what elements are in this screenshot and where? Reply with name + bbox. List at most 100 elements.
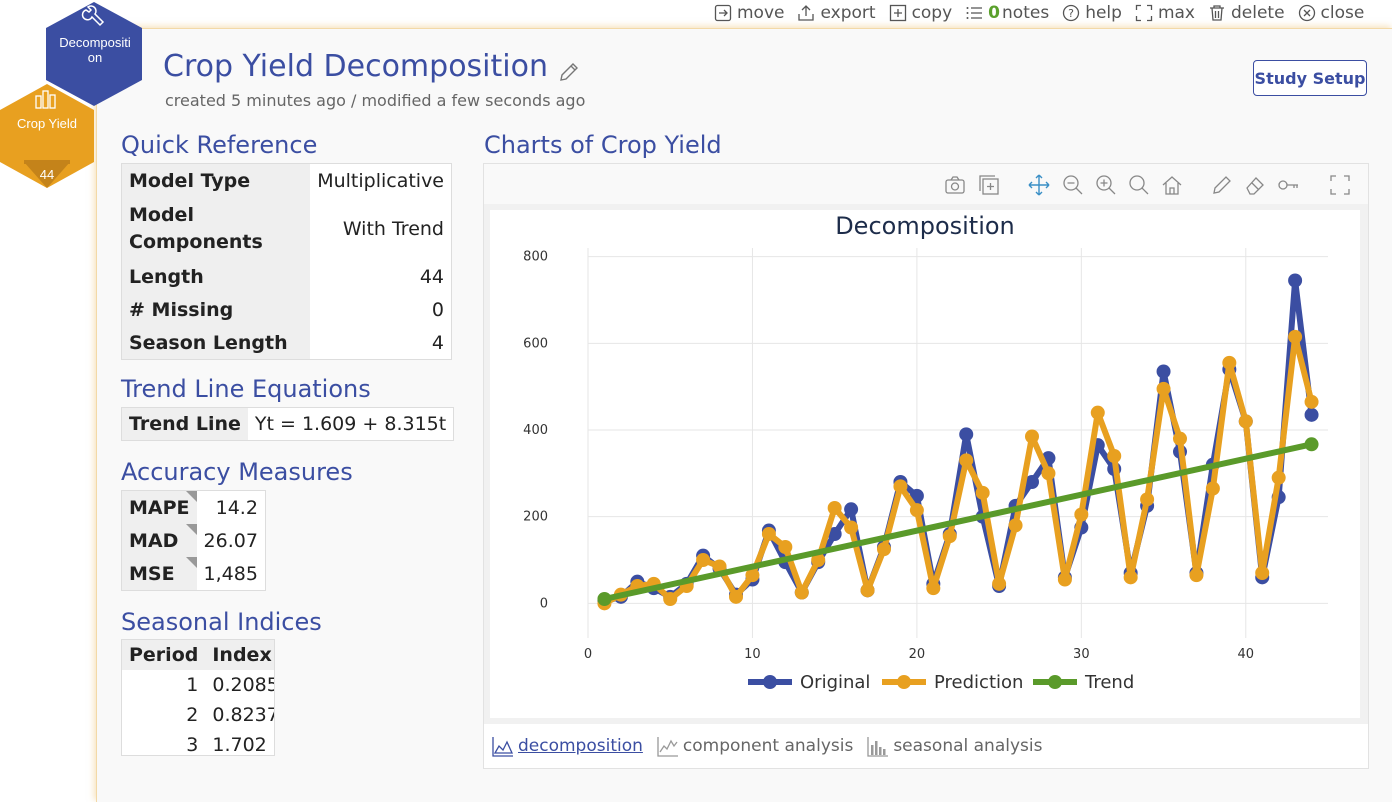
- legend-label: Prediction: [934, 672, 1023, 693]
- zoom-out-icon[interactable]: [1062, 174, 1084, 196]
- tab-decomposition-label: decomposition: [518, 736, 643, 756]
- timestamp-subtitle: created 5 minutes ago / modified a few s…: [165, 91, 586, 110]
- copy-button[interactable]: copy: [889, 3, 952, 23]
- trend-table: Trend Line Yt = 1.609 + 8.315t: [121, 407, 455, 441]
- trash-icon: [1208, 4, 1226, 22]
- wrench-icon: [81, 5, 105, 27]
- tooltip-corner-icon[interactable]: [185, 557, 197, 568]
- bar-chart-icon: [867, 737, 889, 757]
- chart-panel: Decomposition 0 200 400 600 800 0 10 20 30 40 Origi…: [483, 163, 1369, 769]
- key-icon[interactable]: [1277, 174, 1299, 196]
- badge-cluster: Decompositi on Crop Yield 44: [0, 2, 142, 188]
- export-icon: [797, 4, 815, 22]
- tab-seasonal-analysis[interactable]: seasonal analysis: [867, 735, 1042, 757]
- pan-icon[interactable]: [1028, 174, 1050, 196]
- row-value: 14.2: [196, 490, 266, 524]
- zoom-in-icon[interactable]: [1095, 174, 1117, 196]
- max-button[interactable]: max: [1135, 3, 1195, 23]
- pencil-icon[interactable]: [558, 56, 580, 81]
- fullscreen-icon[interactable]: [1329, 174, 1351, 196]
- trend-endpoint: [597, 592, 612, 606]
- row-key: Season Length: [121, 326, 311, 360]
- help-icon: ?: [1062, 4, 1080, 22]
- area-chart-icon: [492, 737, 514, 757]
- data-point-prediction: [1304, 394, 1319, 409]
- x-tick-label: 20: [909, 647, 926, 662]
- page-title: Crop Yield Decomposition: [163, 49, 580, 84]
- data-point-prediction: [942, 529, 957, 544]
- data-point-prediction: [1140, 492, 1155, 507]
- eraser-icon[interactable]: [1244, 174, 1266, 196]
- data-point-prediction: [811, 553, 826, 567]
- close-button[interactable]: close: [1298, 3, 1364, 23]
- data-point-prediction: [909, 503, 924, 518]
- title-text[interactable]: Crop Yield Decomposition: [163, 49, 548, 84]
- delete-button[interactable]: delete: [1208, 3, 1285, 23]
- line-chart-icon: [657, 737, 678, 757]
- data-point-prediction: [860, 583, 875, 598]
- help-button[interactable]: ? help: [1062, 3, 1122, 23]
- y-tick-label: 800: [523, 250, 548, 265]
- table-row: Model Components With Trend: [121, 198, 452, 260]
- accuracy-table: MAPE 14.2 MAD 26.07 MSE 1,485: [121, 490, 266, 591]
- tooltip-corner-icon[interactable]: [185, 524, 197, 535]
- trend-equation: Yt = 1.609 + 8.315t: [247, 407, 454, 441]
- data-point-prediction: [975, 485, 990, 500]
- crop-yield-badge[interactable]: [0, 84, 94, 188]
- data-point-prediction: [1238, 414, 1253, 429]
- copy-icon: [889, 4, 907, 22]
- chart-title: Decomposition: [835, 212, 1015, 240]
- row-key: Length: [121, 260, 311, 293]
- seasonal-table-scroll[interactable]: Period Index 1 0.2085 2 0.8237 3 1.702: [121, 639, 275, 756]
- accuracy-heading: Accuracy Measures: [121, 458, 353, 486]
- plot-area: Decomposition 0 200 400 600 800 0 10 20 30 40 Origi…: [490, 210, 1360, 718]
- tab-decomposition[interactable]: decomposition: [492, 735, 643, 757]
- camera-icon[interactable]: [944, 174, 966, 196]
- tooltip-corner-icon[interactable]: [185, 491, 197, 502]
- x-tick-label: 0: [584, 647, 592, 662]
- data-point-prediction: [761, 527, 776, 541]
- crop-yield-badge-label: Crop Yield: [17, 116, 77, 131]
- data-point-prediction: [729, 589, 743, 604]
- study-setup-button[interactable]: Study Setup: [1253, 60, 1367, 96]
- zoom-icon[interactable]: [1128, 174, 1150, 196]
- count-badge-strip: [24, 160, 70, 164]
- analysis-card: Crop Yield Decomposition created 5 minut…: [96, 28, 1392, 802]
- legend-label: Original: [800, 672, 870, 693]
- data-point-prediction: [1041, 466, 1056, 481]
- table-row: # Missing 0: [121, 293, 452, 326]
- legend-marker: [763, 675, 777, 689]
- quick-reference-table: Model Type Multiplicative Model Component…: [121, 163, 452, 360]
- table-row: 2 0.8237: [122, 700, 275, 730]
- bar-chart-icon: [35, 90, 56, 109]
- move-button[interactable]: move: [714, 3, 784, 23]
- trend-endpoint: [1304, 437, 1319, 452]
- charts-heading: Charts of Crop Yield: [484, 131, 722, 159]
- tab-component-analysis[interactable]: component analysis: [657, 735, 853, 757]
- data-point-original: [1288, 273, 1303, 288]
- decomposition-chart[interactable]: Decomposition 0 200 400 600 800 0 10 20 30 40 Origi…: [490, 210, 1360, 718]
- pencil-icon[interactable]: [1211, 174, 1233, 196]
- data-point-prediction: [1008, 518, 1023, 533]
- home-icon[interactable]: [1161, 174, 1183, 196]
- data-point-prediction: [1090, 405, 1105, 420]
- export-button[interactable]: export: [797, 3, 876, 23]
- seasonal-table: Period Index 1 0.2085 2 0.8237 3 1.702: [122, 640, 275, 756]
- data-point-prediction: [926, 581, 941, 596]
- table-row: Season Length 4: [121, 326, 452, 360]
- list-icon: [965, 4, 983, 22]
- series-line-original: [603, 277, 1315, 605]
- tab-component-label: component analysis: [682, 736, 854, 756]
- svg-text:?: ?: [1068, 7, 1074, 20]
- decomposition-badge[interactable]: [46, 2, 142, 106]
- close-icon: [1298, 4, 1316, 22]
- index-cell: 1.702: [212, 734, 267, 756]
- row-value: 0: [310, 293, 452, 326]
- help-label: help: [1085, 3, 1122, 23]
- notes-button[interactable]: 0 notes: [965, 3, 1049, 23]
- index-header: Index: [205, 640, 274, 670]
- add-chart-icon[interactable]: [978, 174, 1000, 196]
- move-label: move: [737, 3, 785, 23]
- index-cell: 0.8237: [212, 704, 275, 726]
- table-row: MAD 26.07: [121, 524, 266, 557]
